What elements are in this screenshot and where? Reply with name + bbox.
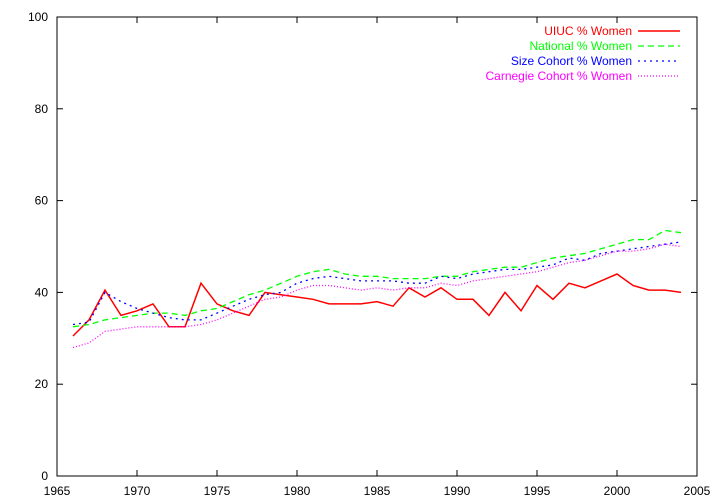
x-tick-label: 1985 xyxy=(364,484,391,498)
x-tick-label: 1975 xyxy=(204,484,231,498)
series-line-1 xyxy=(72,229,682,328)
x-tick-label: 1970 xyxy=(124,484,151,498)
y-tick-label: 60 xyxy=(35,194,49,208)
series-line-2 xyxy=(72,241,682,326)
x-tick-label: 1980 xyxy=(284,484,311,498)
series-lines xyxy=(72,229,682,349)
plot-frame xyxy=(56,16,698,477)
y-tick-label: 0 xyxy=(41,469,48,483)
legend-label-3: Carnegie Cohort % Women xyxy=(485,69,632,83)
x-tick-label: 2000 xyxy=(604,484,631,498)
y-tick-label: 40 xyxy=(35,285,49,299)
y-tick-label: 100 xyxy=(28,10,48,24)
x-tick-label: 1990 xyxy=(444,484,471,498)
x-tick-label: 2005 xyxy=(684,484,711,498)
series-line-3 xyxy=(72,243,682,349)
series-line-0 xyxy=(72,273,682,337)
x-tick-label: 1965 xyxy=(44,484,71,498)
x-tick-label: 1995 xyxy=(524,484,551,498)
legend-label-0: UIUC % Women xyxy=(544,24,632,38)
legend-label-1: National % Women xyxy=(530,39,633,53)
y-tick-label: 20 xyxy=(35,377,49,391)
axes: 1965 1970 1975 1980 1985 1990 1995 2000 2005 0 20 4… xyxy=(28,10,711,498)
legend-label-2: Size Cohort % Women xyxy=(511,54,632,68)
y-tick-label: 80 xyxy=(35,102,49,116)
